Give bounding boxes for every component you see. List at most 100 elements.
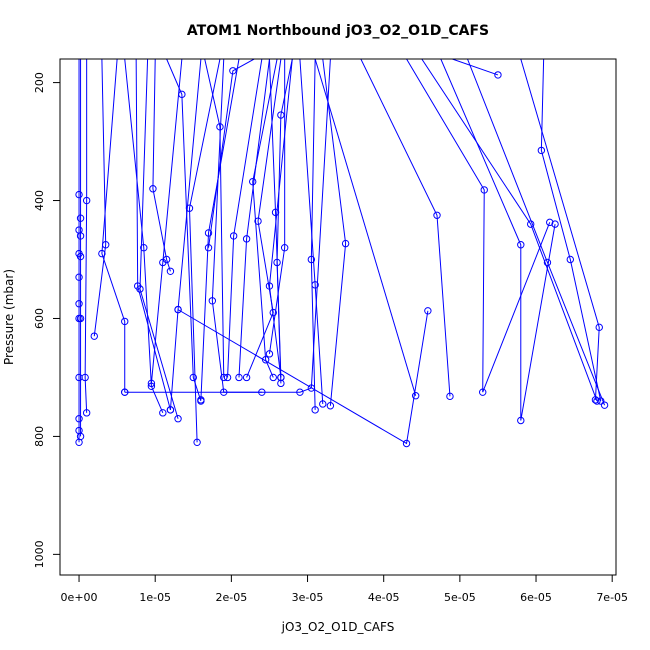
series bbox=[249, 59, 278, 382]
series bbox=[121, 59, 331, 396]
data-point bbox=[82, 409, 91, 417]
data-point bbox=[75, 415, 83, 423]
series-line bbox=[208, 59, 255, 248]
series bbox=[197, 59, 240, 404]
data-point bbox=[597, 397, 605, 405]
series bbox=[204, 59, 255, 252]
series-line bbox=[252, 59, 278, 378]
data-point bbox=[280, 244, 289, 252]
data-point bbox=[480, 186, 488, 194]
series bbox=[235, 59, 270, 382]
data-point bbox=[140, 244, 148, 252]
data-point bbox=[76, 214, 85, 222]
series-line bbox=[520, 59, 600, 400]
series bbox=[223, 59, 263, 382]
series-line bbox=[452, 59, 499, 76]
series bbox=[81, 59, 91, 417]
data-point bbox=[271, 208, 280, 217]
series-line bbox=[211, 59, 262, 393]
data-point bbox=[517, 416, 525, 425]
data-point bbox=[311, 406, 319, 414]
data-point bbox=[185, 204, 194, 212]
data-point bbox=[591, 396, 600, 404]
series-line bbox=[540, 59, 602, 402]
data-point bbox=[254, 217, 262, 225]
series-line bbox=[135, 59, 171, 411]
data-point bbox=[147, 379, 156, 388]
series bbox=[147, 59, 183, 388]
series-line bbox=[188, 59, 221, 443]
y-tick-label: 200 bbox=[33, 72, 46, 93]
x-tick-label: 3e-05 bbox=[292, 591, 324, 604]
data-point bbox=[277, 111, 285, 119]
data-point bbox=[546, 218, 554, 227]
data-point bbox=[204, 229, 213, 237]
series bbox=[299, 59, 327, 408]
series-line bbox=[139, 59, 179, 419]
series-line bbox=[299, 59, 324, 405]
series-line bbox=[150, 59, 183, 384]
data-point bbox=[229, 67, 237, 75]
data-point bbox=[261, 356, 270, 364]
data-point bbox=[319, 400, 327, 408]
data-point bbox=[446, 392, 454, 401]
data-point bbox=[75, 273, 83, 281]
series-line bbox=[246, 59, 282, 378]
series bbox=[208, 59, 266, 396]
data-point bbox=[296, 388, 304, 396]
series bbox=[166, 59, 202, 414]
series-line bbox=[84, 59, 88, 413]
series-line bbox=[268, 59, 286, 354]
series-line bbox=[101, 59, 126, 393]
data-point bbox=[193, 438, 201, 447]
series bbox=[265, 59, 289, 358]
data-point bbox=[223, 373, 232, 382]
data-point bbox=[220, 373, 228, 382]
data-point bbox=[341, 239, 350, 248]
series bbox=[467, 59, 609, 409]
y-tick-label: 400 bbox=[33, 190, 46, 211]
data-point bbox=[75, 190, 83, 199]
series-line bbox=[406, 59, 551, 393]
data-point bbox=[277, 373, 285, 382]
data-point bbox=[269, 373, 277, 382]
x-axis: 0e+00 1e-05 2e-05 3e-05 4e-05 5e-05 6e-05 7e-05 bbox=[61, 574, 628, 604]
data-point bbox=[566, 255, 574, 264]
series bbox=[360, 59, 454, 401]
data-point bbox=[76, 314, 85, 323]
series bbox=[76, 59, 85, 441]
series bbox=[314, 59, 420, 400]
series-line bbox=[310, 59, 316, 410]
x-tick-label: 4e-05 bbox=[368, 591, 400, 604]
data-point bbox=[249, 177, 257, 186]
data-point bbox=[90, 332, 98, 340]
data-point bbox=[411, 392, 420, 400]
series bbox=[307, 59, 319, 414]
data-point bbox=[479, 388, 487, 396]
series bbox=[174, 305, 432, 448]
data-point bbox=[189, 373, 197, 382]
x-tick-label: 5e-05 bbox=[444, 591, 476, 604]
data-point bbox=[76, 232, 85, 240]
series bbox=[136, 59, 182, 423]
data-point bbox=[311, 281, 319, 289]
data-point bbox=[197, 396, 205, 404]
data-point bbox=[166, 406, 175, 414]
series-line bbox=[227, 59, 263, 378]
data-point bbox=[229, 232, 238, 240]
series-line bbox=[467, 59, 606, 406]
data-point bbox=[166, 267, 175, 275]
series bbox=[322, 59, 350, 410]
series-line bbox=[421, 59, 598, 402]
data-point bbox=[235, 373, 243, 382]
data-point bbox=[81, 373, 89, 382]
data-point bbox=[76, 432, 85, 441]
series-line bbox=[314, 59, 417, 396]
y-tick-label: 600 bbox=[33, 308, 46, 329]
data-point bbox=[537, 146, 546, 155]
series-line bbox=[238, 59, 270, 378]
series bbox=[185, 59, 221, 447]
series bbox=[406, 59, 554, 396]
chart-title: ATOM1 Northbound jO3_O2_O1D_CAFS bbox=[187, 23, 489, 39]
data-point bbox=[136, 285, 144, 293]
